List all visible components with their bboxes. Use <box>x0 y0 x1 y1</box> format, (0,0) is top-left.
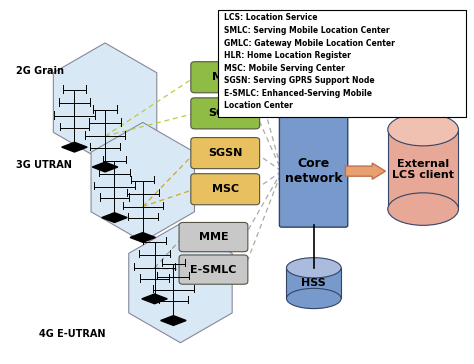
Text: HLR: HLR <box>301 63 326 73</box>
Text: 3G UTRAN: 3G UTRAN <box>16 159 72 170</box>
Polygon shape <box>129 223 232 343</box>
Text: HLR: Home Location Register: HLR: Home Location Register <box>224 51 351 60</box>
FancyBboxPatch shape <box>191 62 260 93</box>
Text: E-SMLC: E-SMLC <box>190 265 237 274</box>
Text: External
LCS client: External LCS client <box>392 159 454 180</box>
FancyBboxPatch shape <box>179 255 248 284</box>
Bar <box>388 130 458 209</box>
Ellipse shape <box>388 193 458 225</box>
Text: SGSN: SGSN <box>208 148 242 158</box>
Text: MME: MME <box>199 232 228 242</box>
Text: Location Center: Location Center <box>224 101 292 110</box>
Text: E-SMLC: Enhanced-Serving Mobile: E-SMLC: Enhanced-Serving Mobile <box>224 89 372 98</box>
Polygon shape <box>142 294 167 304</box>
Ellipse shape <box>286 43 341 63</box>
Bar <box>286 53 341 84</box>
Text: SGSN: SGSN <box>208 108 242 118</box>
Bar <box>218 11 465 117</box>
Polygon shape <box>54 43 157 162</box>
Bar <box>286 268 341 298</box>
FancyBboxPatch shape <box>191 174 260 205</box>
Ellipse shape <box>286 288 341 309</box>
Text: Core
network: Core network <box>285 157 342 185</box>
Polygon shape <box>130 233 155 242</box>
Polygon shape <box>92 162 118 172</box>
Text: 4G E-UTRAN: 4G E-UTRAN <box>39 329 106 339</box>
Polygon shape <box>102 213 127 222</box>
Polygon shape <box>161 316 186 325</box>
Text: SGSN: Serving GPRS Support Node: SGSN: Serving GPRS Support Node <box>224 76 374 85</box>
FancyArrow shape <box>346 163 385 179</box>
FancyBboxPatch shape <box>279 115 348 227</box>
Polygon shape <box>91 122 194 242</box>
Text: MSC: MSC <box>212 184 239 194</box>
FancyBboxPatch shape <box>191 98 260 129</box>
Polygon shape <box>62 142 87 152</box>
Text: MSC: MSC <box>212 72 239 82</box>
Text: HSS: HSS <box>301 278 326 288</box>
FancyBboxPatch shape <box>191 138 260 169</box>
Text: SMLC: Serving Mobile Location Center: SMLC: Serving Mobile Location Center <box>224 26 390 35</box>
Text: 2G Grain: 2G Grain <box>16 66 64 76</box>
Ellipse shape <box>286 258 341 278</box>
Ellipse shape <box>388 113 458 146</box>
Text: MSC: Mobile Serving Center: MSC: Mobile Serving Center <box>224 64 345 72</box>
Text: GMLC: Gateway Mobile Location Center: GMLC: Gateway Mobile Location Center <box>224 39 395 48</box>
Text: LCS: Location Service: LCS: Location Service <box>224 13 317 23</box>
Ellipse shape <box>286 74 341 94</box>
FancyBboxPatch shape <box>179 222 248 252</box>
